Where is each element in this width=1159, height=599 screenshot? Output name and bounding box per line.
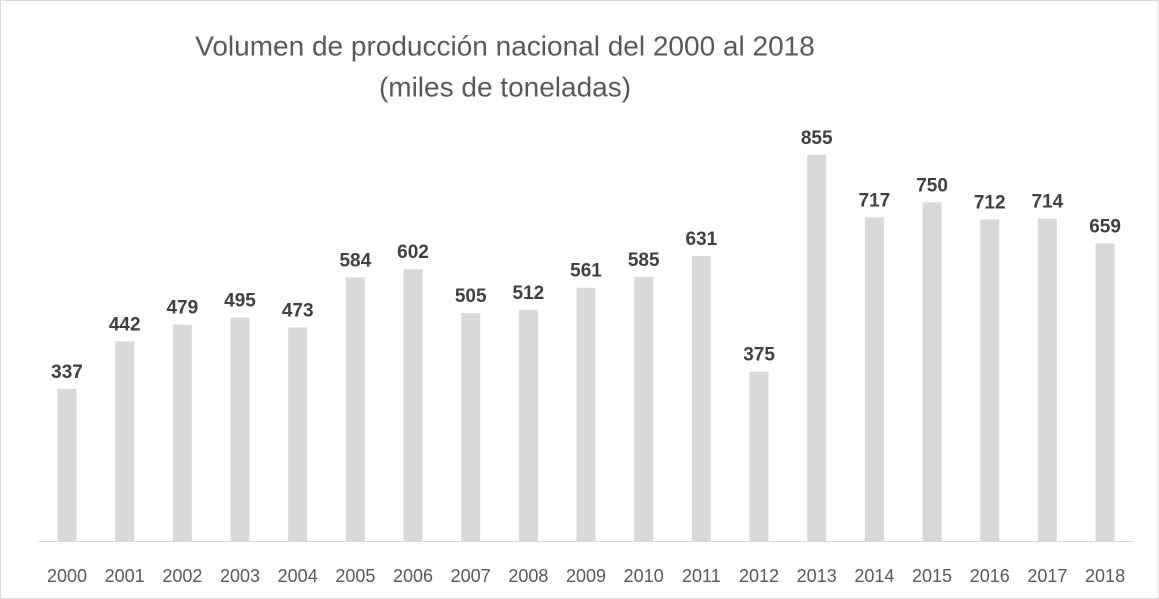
x-tick-label: 2012 — [739, 566, 779, 586]
data-label: 631 — [686, 229, 718, 250]
x-tick-label: 2002 — [162, 566, 202, 586]
data-label: 375 — [743, 345, 775, 366]
bar — [461, 312, 481, 541]
bar — [57, 388, 77, 541]
data-label: 495 — [224, 291, 256, 312]
data-label: 505 — [455, 286, 487, 307]
data-label: 750 — [916, 175, 948, 196]
bar — [864, 217, 884, 541]
data-label: 602 — [397, 242, 429, 263]
x-tick-label: 2014 — [854, 566, 894, 586]
x-tick-label: 2015 — [912, 566, 952, 586]
bar — [807, 154, 827, 541]
data-label: 714 — [1032, 192, 1064, 213]
bar — [749, 371, 769, 541]
bar — [691, 256, 711, 541]
x-tick-label: 2007 — [451, 566, 491, 586]
data-label: 712 — [974, 193, 1006, 214]
chart-subtitle: (miles de toneladas) — [379, 71, 631, 102]
bar — [172, 324, 192, 541]
bar — [115, 341, 135, 541]
x-tick-label: 2013 — [797, 566, 837, 586]
x-tick-label: 2006 — [393, 566, 433, 586]
data-label: 479 — [166, 298, 198, 319]
data-label: 717 — [859, 190, 891, 211]
data-label: 561 — [570, 261, 602, 282]
bar — [922, 202, 942, 541]
bar — [403, 269, 423, 541]
x-tick-label: 2004 — [278, 566, 318, 586]
x-tick-label: 2009 — [566, 566, 606, 586]
x-tick-label: 2000 — [47, 566, 87, 586]
bar — [230, 317, 250, 541]
x-tick-label: 2016 — [970, 566, 1010, 586]
x-tick-label: 2018 — [1085, 566, 1125, 586]
bar — [980, 219, 1000, 542]
x-tick-label: 2011 — [682, 566, 721, 586]
bar — [1037, 218, 1057, 541]
data-label: 442 — [109, 314, 141, 335]
x-tick-label: 2001 — [105, 566, 145, 586]
data-label: 337 — [51, 362, 83, 383]
bar — [345, 277, 365, 541]
x-tick-label: 2017 — [1027, 566, 1067, 586]
x-tick-label: 2005 — [335, 566, 375, 586]
data-label: 855 — [801, 128, 833, 149]
x-tick-label: 2003 — [220, 566, 260, 586]
x-tick-label: 2008 — [508, 566, 548, 586]
data-label: 585 — [628, 250, 660, 271]
bar — [634, 276, 654, 541]
x-tick-label: 2010 — [624, 566, 664, 586]
data-label: 584 — [339, 250, 371, 271]
bar — [288, 327, 308, 541]
chart-title: Volumen de producción nacional del 2000 … — [195, 30, 815, 61]
bar — [518, 309, 538, 541]
bar — [1095, 243, 1115, 542]
data-label: 473 — [282, 300, 314, 321]
data-label: 512 — [513, 283, 545, 304]
data-label: 659 — [1089, 216, 1121, 237]
bar — [576, 287, 596, 541]
